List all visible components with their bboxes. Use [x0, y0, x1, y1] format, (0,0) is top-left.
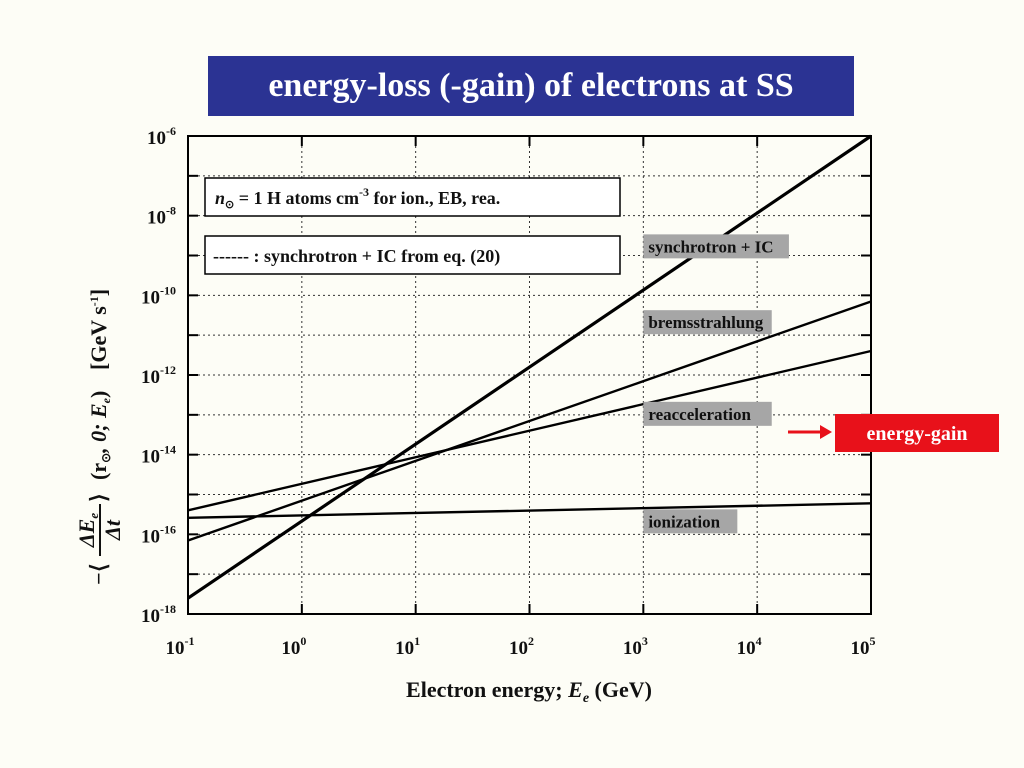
legend-box-synchrotron	[204, 235, 621, 275]
y-tick-label: 10-16	[141, 522, 176, 547]
y-tick-label: 10-18	[141, 602, 176, 627]
y-tick-label: 10-6	[147, 124, 176, 149]
curve-label: reacceleration	[648, 405, 751, 424]
y-label-right-bracket: ⟩	[86, 493, 111, 502]
y-tick-label: 10-12	[141, 363, 176, 388]
curve-label: synchrotron + IC	[648, 237, 773, 256]
y-label-minus: −	[86, 572, 111, 585]
curve-label-box	[643, 401, 772, 426]
energy-gain-annotation: energy-gain	[788, 414, 999, 452]
y-tick-label: 10-10	[141, 283, 176, 308]
y-label-unit: [GeV s-1]	[86, 289, 111, 370]
x-tick-label: 103	[623, 634, 648, 659]
y-label-left-bracket: ⟨	[86, 563, 111, 572]
energy-gain-label: energy-gain	[866, 423, 967, 445]
y-tick-label: 10-8	[147, 204, 176, 229]
y-axis-label: − ⟨ ΔEe Δt ⟩ (r⊙, 0; Ee) [GeV s-1]	[74, 289, 125, 585]
series-line-synchrotron-ic	[187, 134, 872, 600]
curve-label-box	[643, 310, 772, 335]
curve-labels: synchrotron + IC bremsstrahlung reaccelera…	[643, 234, 789, 534]
y-label-args: (r⊙, 0; Ee)	[86, 391, 113, 480]
y-label-frac-num: ΔEe	[74, 513, 101, 548]
curve-label-box	[643, 509, 738, 534]
x-tick-label: 100	[281, 634, 306, 659]
x-tick-label: 105	[851, 634, 876, 659]
x-tick-label: 10-1	[166, 634, 195, 659]
x-tick-label: 102	[509, 634, 534, 659]
y-label-frac-den: Δt	[100, 519, 125, 541]
slide-title: energy-loss (-gain) of electrons at SS	[208, 56, 854, 116]
curve-label-box	[643, 234, 789, 259]
x-tick-label: 101	[395, 634, 420, 659]
x-tick-label: 104	[737, 634, 762, 659]
y-tick-label: 10-14	[141, 443, 176, 468]
legend-synchrotron-text: ------ : synchrotron + IC from eq. (20)	[213, 246, 500, 267]
gain-arrow-head-icon	[820, 425, 832, 439]
series-line-bremsstrahlung	[187, 300, 872, 542]
series-line-reacceleration	[187, 349, 872, 512]
x-axis-label: Electron energy; Ee (GeV)	[406, 677, 652, 706]
curve-label: ionization	[648, 512, 720, 531]
legend: n⊙ = 1 H atoms cm-3 for ion., EB, rea. -…	[204, 177, 621, 275]
legend-box-density	[204, 177, 621, 217]
series-lines	[187, 134, 872, 600]
legend-density-text: n⊙ = 1 H atoms cm-3 for ion., EB, rea.	[215, 185, 500, 211]
curve-label: bremsstrahlung	[648, 313, 763, 332]
axis-ticks: 10-1 100 101 102 103 104 105 10-18 10-16 10-14 10-…	[141, 124, 876, 659]
series-line-ionization	[187, 502, 872, 520]
energy-gain-box	[835, 414, 999, 452]
